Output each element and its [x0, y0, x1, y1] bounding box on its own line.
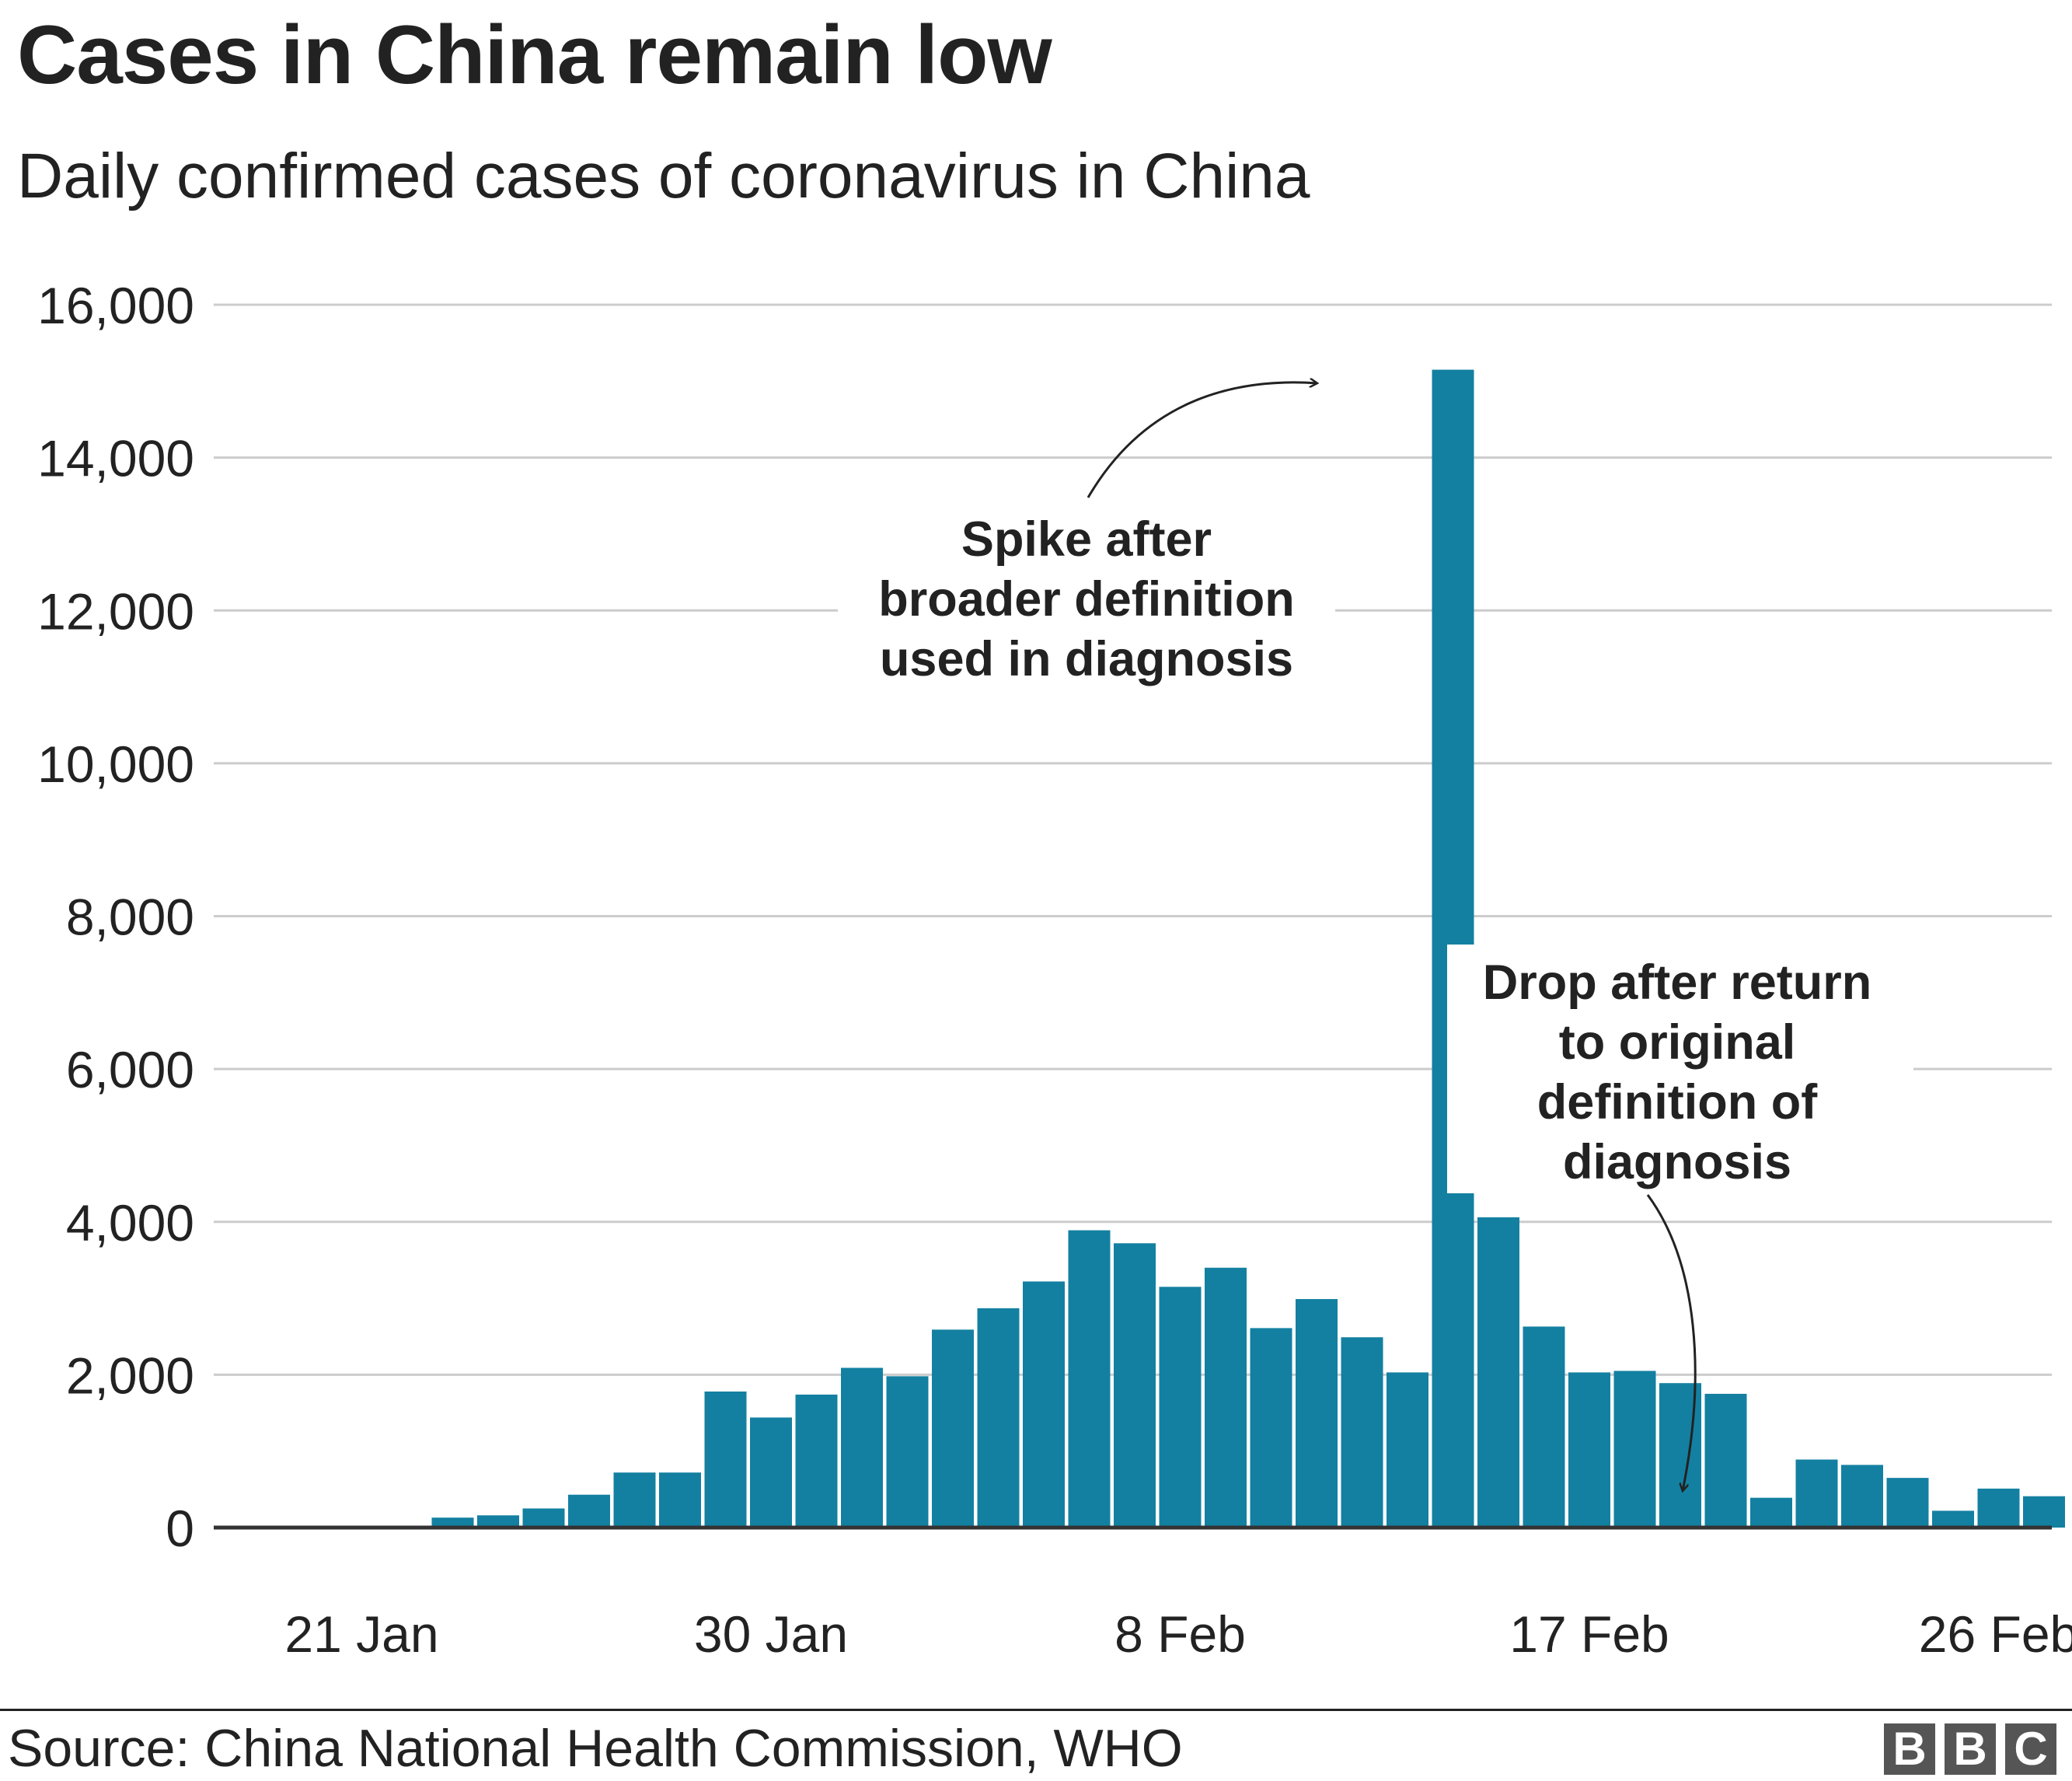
annotation-line: used in diagnosis: [880, 632, 1293, 686]
bar: [704, 1392, 747, 1528]
logo-letter: B: [1945, 1723, 1996, 1775]
bar: [750, 1417, 792, 1528]
annotation-line: definition of: [1537, 1075, 1818, 1130]
bar: [2023, 1496, 2065, 1528]
x-tick-label: 17 Feb: [1509, 1605, 1669, 1663]
bar: [431, 1517, 474, 1528]
bar: [1250, 1328, 1292, 1528]
annotation-spike: Spike after broader definition used in dia…: [878, 512, 1295, 686]
y-tick-label: 16,000: [37, 277, 194, 334]
chart-subtitle: Daily confirmed cases of coronavirus in …: [17, 141, 1310, 211]
bar: [1613, 1371, 1656, 1528]
annotation-drop-background: [1447, 945, 1913, 1193]
y-tick-label: 14,000: [37, 430, 194, 487]
bars: [431, 369, 2065, 1528]
bar: [568, 1494, 610, 1528]
source-note: Source: China National Health Commission…: [8, 1719, 1183, 1778]
annotation-line: diagnosis: [1563, 1135, 1791, 1189]
bar: [1886, 1478, 1929, 1528]
x-tick-label: 30 Jan: [694, 1605, 848, 1663]
bar: [932, 1329, 974, 1528]
bar: [1341, 1337, 1383, 1528]
x-tick-label: 21 Jan: [284, 1605, 438, 1663]
bar: [477, 1515, 519, 1528]
y-tick-label: 0: [166, 1500, 194, 1557]
bar: [1795, 1459, 1838, 1528]
gridlines: [214, 303, 2052, 1376]
bar: [1841, 1465, 1883, 1528]
y-tick-label: 12,000: [37, 582, 194, 640]
bar: [1159, 1287, 1202, 1528]
footer-divider: [0, 1709, 2072, 1711]
annotation-line: to original: [1559, 1015, 1795, 1070]
y-tick-label: 4,000: [66, 1194, 194, 1252]
bar: [613, 1472, 656, 1528]
annotation-spike-background: [838, 501, 1335, 692]
x-tick-label: 26 Feb: [1919, 1605, 2072, 1663]
chart-title: Cases in China remain low: [17, 8, 1052, 101]
y-tick-label: 10,000: [37, 735, 194, 793]
bar: [1477, 1217, 1519, 1528]
logo-letter: B: [1884, 1723, 1935, 1775]
annotation-spike-arrow: [1087, 382, 1317, 498]
bar: [1932, 1510, 1974, 1528]
bar: [1205, 1267, 1247, 1528]
annotation-drop-arrow: [1646, 1194, 1697, 1491]
bar: [841, 1367, 883, 1528]
bar: [1296, 1299, 1338, 1528]
bar: [886, 1376, 929, 1528]
bar: [1023, 1281, 1065, 1528]
annotation-drop: Drop after return to original definition o…: [1483, 955, 1872, 1189]
bar: [1068, 1230, 1111, 1528]
bar: [522, 1508, 565, 1528]
x-tick-label: 8 Feb: [1114, 1605, 1246, 1663]
annotation-line: Drop after return: [1483, 955, 1872, 1010]
y-tick-label: 6,000: [66, 1041, 194, 1098]
bar: [1387, 1372, 1428, 1528]
bar: [795, 1394, 838, 1528]
logo-letter: C: [2005, 1723, 2056, 1775]
bar: [1750, 1497, 1792, 1528]
annotation-line: Spike after: [961, 512, 1212, 567]
bar: [1523, 1326, 1565, 1528]
y-tick-label: 8,000: [66, 889, 194, 946]
annotations: Spike after broader definition used in dia…: [838, 382, 1913, 1491]
x-axis-ticks: 21 Jan 30 Jan 8 Feb 17 Feb 26 Feb: [284, 1605, 2072, 1663]
y-axis-ticks: 0 2,000 4,000 6,000 8,000 10,000 12,000 14,000 1…: [37, 277, 194, 1557]
bar: [1704, 1393, 1747, 1528]
bar: [1977, 1488, 2020, 1528]
bar: [659, 1472, 701, 1528]
bbc-logo: B B C: [1884, 1723, 2056, 1775]
annotation-line: broader definition: [878, 572, 1295, 627]
bar: [1114, 1243, 1156, 1528]
bar-chart: 0 2,000 4,000 6,000 8,000 10,000 12,000 14,000 1…: [37, 277, 2072, 1663]
y-tick-label: 2,000: [66, 1346, 194, 1404]
bar: [977, 1308, 1020, 1528]
bar: [1568, 1372, 1610, 1528]
